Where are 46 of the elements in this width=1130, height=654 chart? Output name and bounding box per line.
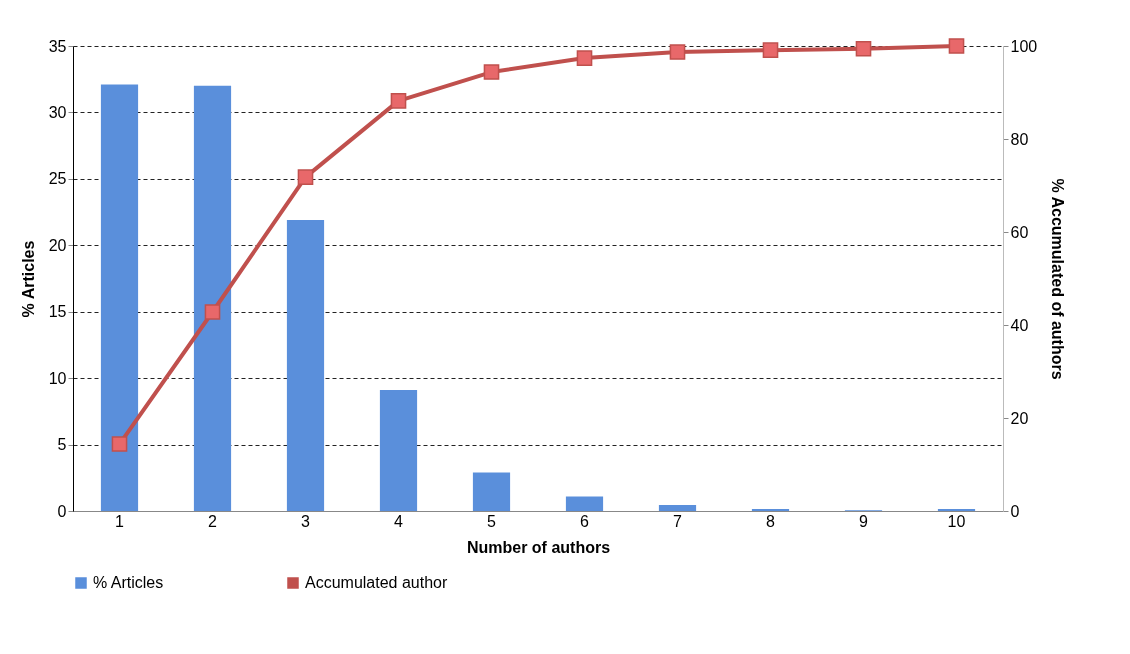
x-tick-label: 5 <box>487 512 497 530</box>
y2-axis-title: % Accumulated of authors <box>1049 178 1067 380</box>
point <box>576 50 593 66</box>
point <box>111 436 128 452</box>
legend-label: Accumulated author <box>305 574 448 591</box>
y2-tick-label: 0 <box>1010 502 1020 520</box>
y2-tick-label: 40 <box>1010 316 1029 334</box>
point <box>855 40 872 57</box>
bar <box>193 85 232 511</box>
x-tick-label: 2 <box>208 512 218 530</box>
x-tick-label: 4 <box>394 512 404 530</box>
y-tick-label: 30 <box>48 103 67 121</box>
bar <box>379 390 418 511</box>
point <box>204 304 221 320</box>
x-tick-label: 8 <box>766 512 776 530</box>
bar <box>286 220 325 511</box>
y-axis-title: % Articles <box>19 240 37 318</box>
y2-tick-label: 60 <box>1010 223 1029 241</box>
point <box>483 64 500 80</box>
y2-tick-label: 20 <box>1010 409 1029 427</box>
y2-tick-label: 80 <box>1010 130 1029 148</box>
legend-label: % Articles <box>93 574 164 591</box>
bar <box>472 472 511 511</box>
x-tick-label: 3 <box>301 512 311 530</box>
bar <box>565 496 604 511</box>
x-tick-label: 6 <box>580 512 590 530</box>
y2-tick-label: 100 <box>1010 37 1038 55</box>
x-tick-label: 1 <box>115 512 125 530</box>
point <box>297 169 314 185</box>
x-tick-label: 7 <box>673 512 683 530</box>
x-axis-title: Number of authors <box>466 538 611 556</box>
x-tick-label: 9 <box>859 512 869 530</box>
point <box>390 93 407 109</box>
x-tick-label: 10 <box>947 512 966 530</box>
y-tick-label: 5 <box>57 436 67 454</box>
bar <box>100 84 139 511</box>
y-tick-label: 10 <box>48 369 67 387</box>
point <box>762 42 779 59</box>
y-tick-label: 20 <box>48 236 67 254</box>
y-tick-label: 35 <box>48 37 67 55</box>
y-tick-label: 25 <box>48 170 67 188</box>
point <box>948 38 965 54</box>
y-tick-label: 15 <box>48 303 67 321</box>
y-tick-label: 0 <box>57 502 67 520</box>
point <box>669 44 686 60</box>
bar <box>658 505 697 511</box>
